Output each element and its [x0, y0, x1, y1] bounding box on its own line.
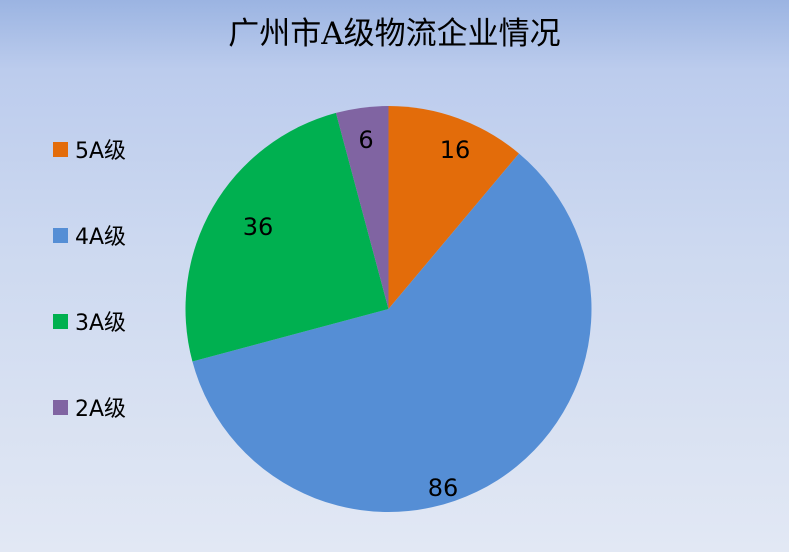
legend-label: 5A级	[75, 139, 127, 164]
legend-swatch	[53, 227, 68, 243]
pie-slice-3A级	[185, 112, 389, 362]
pie-slice-4A级	[192, 153, 592, 512]
legend-item: 5A级	[53, 133, 126, 165]
legend-label: 4A级	[75, 225, 127, 250]
legend-label: 3A级	[75, 311, 127, 336]
chart-title: 广州市A级物流企业情况	[228, 16, 561, 52]
pie-slice-5A级	[388, 106, 519, 309]
data-label: 6	[358, 126, 373, 154]
data-label: 36	[243, 213, 274, 241]
data-label: 16	[440, 136, 471, 164]
pie-slice-2A级	[335, 106, 389, 309]
legend-item: 2A级	[53, 391, 126, 423]
legend-label: 2A级	[75, 397, 127, 422]
legend-swatch	[53, 399, 68, 415]
data-label: 86	[428, 474, 459, 502]
legend-item: 4A级	[53, 219, 126, 251]
legend-swatch	[53, 313, 68, 329]
legend-swatch	[53, 141, 68, 157]
legend-item: 3A级	[53, 305, 126, 337]
